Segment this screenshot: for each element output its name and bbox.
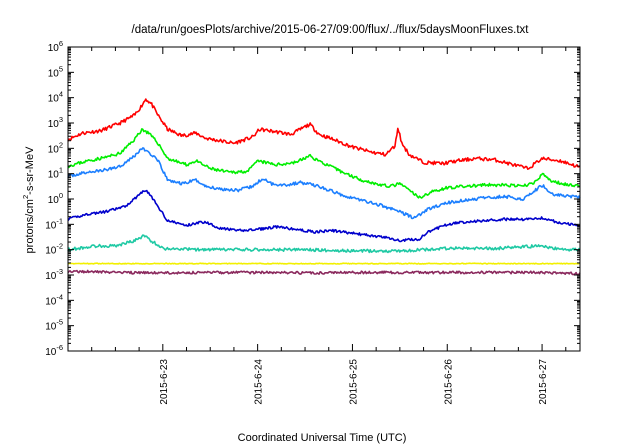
x-tick-label: 2015-6-23: [159, 359, 170, 405]
y-tick-label: 103: [48, 115, 63, 130]
y-axis-label-sup: 2: [21, 195, 30, 199]
series-line-5: [67, 234, 581, 254]
y-tick-label: 10-2: [45, 242, 63, 257]
y-tick-label: 10-6: [45, 343, 63, 358]
series-line-6: [67, 262, 580, 265]
x-tick-label: 2015-6-24: [254, 359, 265, 405]
y-axis-label-post: -s-sr-MeV: [24, 146, 36, 195]
x-tick-label: 2015-6-25: [348, 359, 359, 405]
series-layer: [67, 98, 581, 276]
y-axis-label: protons/cm2-s-sr-MeV: [21, 146, 36, 254]
series-line-2: [67, 128, 581, 199]
chart-title: /data/run/goesPlots/archive/2015-06-27/0…: [132, 24, 530, 36]
x-tick-label: 2015-6-26: [443, 359, 454, 405]
y-tick-label: 100: [48, 191, 63, 206]
y-axis-label-pre: protons/cm: [24, 199, 36, 253]
y-tick-label: 101: [48, 166, 63, 181]
y-tick-label: 10-3: [45, 267, 63, 282]
x-tick-label: 2015-6-27: [538, 359, 549, 405]
series-line-1: [67, 98, 581, 170]
series-line-3: [67, 147, 581, 220]
y-tick-label: 105: [48, 64, 63, 79]
y-tick-label: 10-4: [45, 292, 63, 307]
plot-frame: [67, 46, 581, 352]
series-line-7: [67, 269, 581, 276]
series-line-4: [67, 189, 581, 243]
x-axis-label: Coordinated Universal Time (UTC): [238, 432, 407, 444]
y-tick-label: 102: [48, 140, 63, 155]
y-tick-label: 106: [48, 39, 63, 54]
y-tick-label: 104: [48, 90, 63, 105]
y-tick-label: 10-5: [45, 318, 63, 333]
x-ticks: 2015-6-23 2015-6-24 2015-6-25 2015-6-26 2015…: [91, 47, 567, 405]
y-tick-label: 10-1: [45, 216, 63, 231]
svg-text:protons/cm2-s-sr-MeV: protons/cm2-s-sr-MeV: [21, 146, 36, 254]
